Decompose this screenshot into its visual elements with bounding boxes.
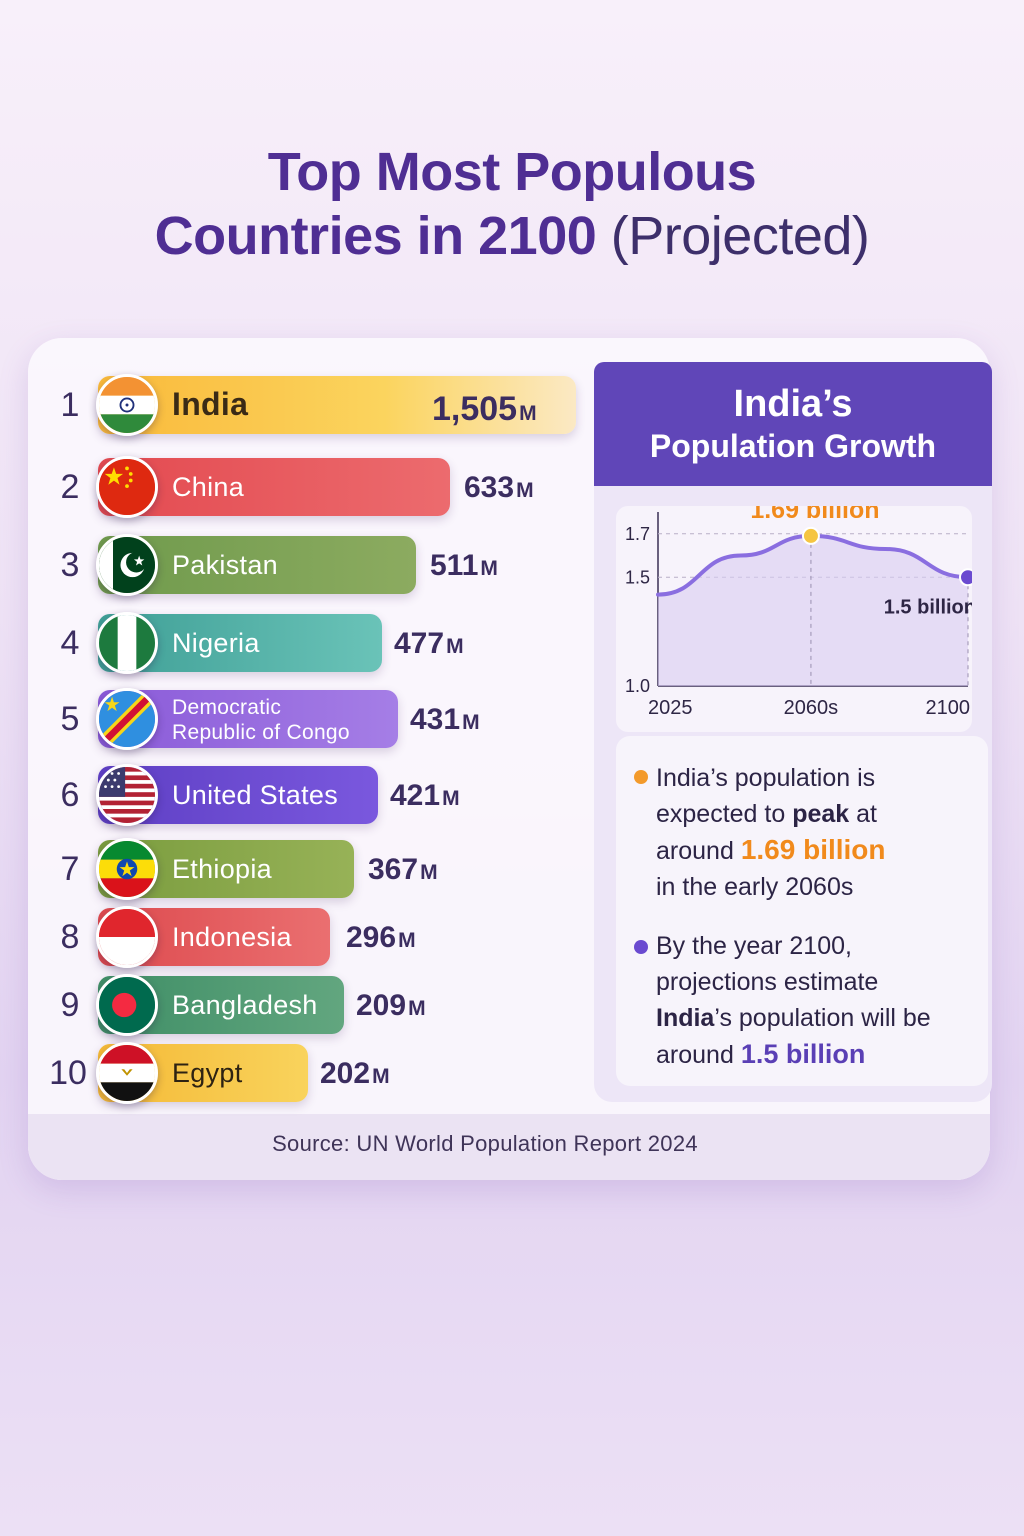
rank-number: 6: [60, 776, 80, 814]
nigeria-flag-icon: [96, 612, 158, 674]
card-footer: [28, 1114, 990, 1180]
title-bold-part: Countries in 2100: [154, 206, 597, 266]
end-point: [959, 568, 977, 587]
x-tick-label: 2060s: [784, 697, 839, 719]
country-value: 209M: [356, 989, 426, 1022]
ranking-row-5: 5 Democratic Republic of Congo 431M: [0, 688, 600, 750]
ranking-row-4: 4 Nigeria 477M: [0, 612, 600, 674]
note-peak: India’s population is expected to peak a…: [656, 764, 886, 901]
ranking-row-9: 9 Bangladesh 209M: [0, 974, 600, 1036]
title-light-part: (Projected): [610, 206, 870, 266]
country-name: Indonesia: [172, 922, 292, 952]
ranking-row-8: 8 Indonesia 296M: [0, 906, 600, 968]
country-name: China: [172, 472, 245, 502]
title-line-1: Top Most Populous: [267, 142, 757, 202]
rank-number: 10: [49, 1054, 87, 1092]
line-chart-svg: 1.0 1.5 1.7 2025 2060s 2100 1.69 billion 1.5 bi…: [625, 496, 977, 719]
orange-bullet-icon: [634, 770, 648, 784]
bar-india: [98, 376, 576, 434]
country-value: 421M: [390, 779, 460, 812]
country-value: 431M: [410, 703, 480, 736]
ranking-row-3: 3 Pakistan 511M: [0, 534, 600, 596]
ranking-row-10: 10 Egypt 202M: [0, 1042, 600, 1104]
country-value: 477M: [394, 627, 464, 660]
country-name: United States: [172, 780, 338, 810]
y-tick-label: 1.7: [625, 524, 650, 544]
end-label: 1.5 billion: [884, 596, 972, 618]
country-name: Pakistan: [172, 550, 278, 580]
source-note: Source: UN World Population Report 2024: [272, 1131, 698, 1156]
country-value: 367M: [368, 853, 438, 886]
rank-number: 7: [60, 850, 80, 888]
country-name: India: [172, 386, 249, 422]
us-flag-icon: [96, 764, 158, 826]
ethiopia-flag-icon: [96, 838, 158, 900]
country-name: Egypt: [172, 1058, 243, 1088]
panel-title-line-2: Population Growth: [649, 428, 937, 464]
rank-number: 4: [60, 624, 80, 662]
country-value: 633M: [464, 471, 534, 504]
egypt-flag-icon: [96, 1042, 158, 1104]
rank-number: 5: [60, 700, 80, 738]
purple-bullet-icon: [634, 940, 648, 954]
note-2100: By the year 2100, projections estimate I…: [656, 932, 931, 1069]
x-tick-label: 2025: [648, 697, 693, 719]
rank-number: 1: [60, 386, 80, 424]
ranking-row-6: 6 United States 421M: [0, 764, 600, 826]
country-name: Ethiopia: [172, 854, 272, 884]
notes-box: India’s population is expected to peak a…: [616, 736, 988, 1086]
panel-title-line-1: India’s: [733, 383, 853, 425]
india-growth-panel: India’s Population Growth 1.0 1.5 1.7 2025 2…: [594, 362, 992, 1102]
bangladesh-flag-icon: [96, 974, 158, 1036]
ranking-row-1: 1 India 1,505M: [0, 374, 600, 436]
rank-number: 8: [60, 918, 80, 956]
country-value: 1,505M: [432, 390, 537, 428]
drc-flag-icon: [96, 688, 158, 750]
country-value: 296M: [346, 921, 416, 954]
panel-body: 1.0 1.5 1.7 2025 2060s 2100 1.69 billion 1.5 bi…: [594, 486, 992, 1102]
page-title: Top Most Populous Countries in 2100 (Pro…: [0, 140, 1024, 268]
country-name: Bangladesh: [172, 990, 318, 1020]
peak-point: [801, 526, 820, 545]
country-value: 202M: [320, 1057, 390, 1090]
india-flag-icon: [96, 374, 158, 436]
ranking-row-2: 2 China 633M: [0, 456, 600, 518]
y-tick-label: 1.5: [625, 567, 650, 587]
y-tick-label: 1.0: [625, 676, 650, 696]
india-growth-chart: 1.0 1.5 1.7 2025 2060s 2100 1.69 billion 1.5 bi…: [616, 496, 977, 732]
indonesia-flag-icon: [96, 906, 158, 968]
x-tick-label: 2100: [926, 697, 971, 719]
pakistan-flag-icon: [96, 534, 158, 596]
rank-number: 2: [60, 468, 80, 506]
area-fill: [658, 535, 968, 686]
china-flag-icon: [96, 456, 158, 518]
country-name: Democratic Republic of Congo: [172, 696, 350, 744]
ranking-row-7: 7 Ethiopia 367M: [0, 838, 600, 900]
rank-number: 3: [60, 546, 80, 584]
panel-header: India’s Population Growth: [594, 362, 992, 486]
rank-number: 9: [60, 986, 80, 1024]
country-name: Nigeria: [172, 628, 260, 658]
country-value: 511M: [430, 549, 498, 582]
title-line-2: Countries in 2100 (Projected): [0, 204, 1024, 268]
peak-label: 1.69 billion: [750, 506, 879, 524]
